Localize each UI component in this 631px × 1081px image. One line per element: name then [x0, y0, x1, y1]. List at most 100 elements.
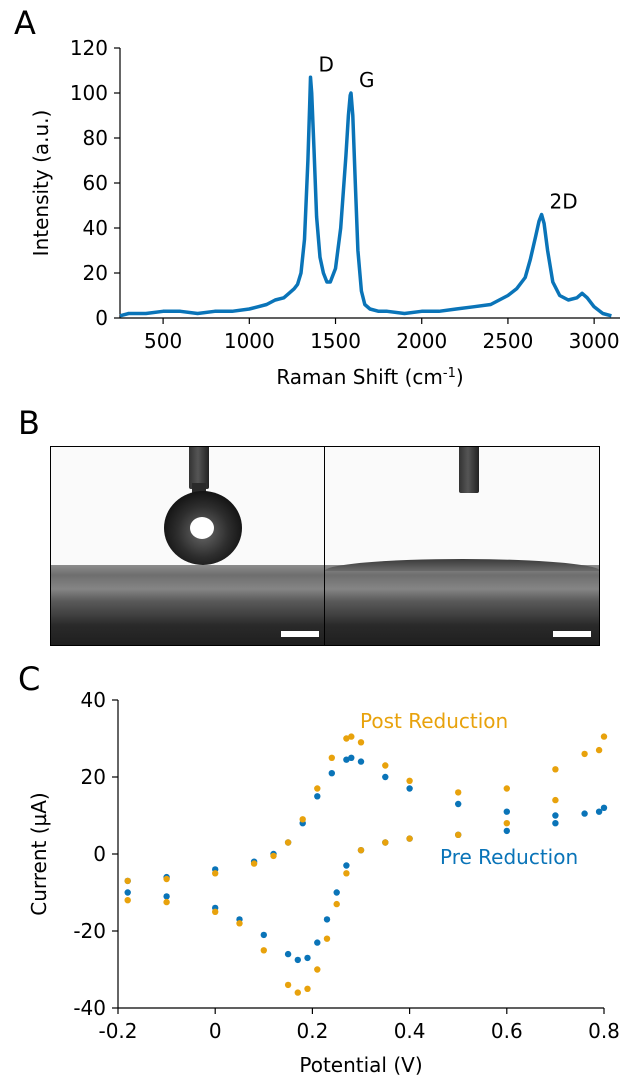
legend-post-reduction: Post Reduction — [360, 709, 508, 733]
cv-point-pre — [552, 812, 559, 819]
cv-point-post — [314, 785, 321, 792]
y-axis-label: Intensity (a.u.) — [29, 110, 53, 257]
y-tick-label: 60 — [83, 171, 108, 195]
cv-point-post — [212, 908, 219, 915]
cv-point-post — [314, 966, 321, 973]
spread-water-film — [325, 559, 599, 571]
scale-bar — [553, 631, 591, 637]
y-tick-label: 40 — [81, 688, 106, 712]
cv-point-pre — [406, 785, 413, 792]
cv-point-pre — [455, 800, 462, 808]
y-tick-label: 20 — [83, 261, 108, 285]
x-axis-label: Raman Shift (cm-1) — [276, 365, 463, 389]
syringe-needle — [189, 447, 209, 489]
x-tick-label: 0.8 — [588, 1019, 620, 1043]
y-axis-label: Current (µA) — [27, 792, 51, 916]
x-tick-label: 3000 — [569, 329, 620, 353]
cv-point-post — [455, 789, 462, 796]
cv-point-post — [250, 860, 258, 867]
x-tick-label: 1500 — [310, 329, 361, 353]
cv-point-pre — [503, 827, 510, 835]
cv-point-post — [343, 870, 350, 877]
x-axis-label: Potential (V) — [299, 1053, 422, 1077]
panel-label-b: B — [18, 404, 40, 442]
y-tick-label: 20 — [81, 765, 106, 789]
cv-point-post — [503, 820, 510, 827]
cv-point-post — [552, 766, 559, 773]
substrate-surface — [51, 565, 324, 645]
panel-label-a: A — [14, 4, 36, 42]
y-tick-label: 0 — [95, 306, 108, 330]
cv-point-post — [595, 746, 603, 754]
cv-point-post — [348, 733, 355, 740]
cv-point-post — [455, 831, 462, 838]
x-axis-label-end: ) — [456, 365, 464, 389]
cv-point-pre — [595, 808, 603, 815]
cv-point-pre — [357, 758, 365, 765]
cv-point-post — [212, 870, 219, 877]
cv-point-post — [382, 762, 389, 769]
cv-point-pre — [343, 862, 350, 869]
cv-point-post — [503, 785, 510, 792]
cv-point-post — [357, 847, 365, 854]
syringe-needle — [459, 447, 479, 493]
x-tick-label: 0.2 — [296, 1019, 328, 1043]
peak-label: G — [359, 68, 375, 92]
cv-point-pre — [260, 931, 267, 939]
y-tick-label: -20 — [73, 919, 106, 943]
x-tick-label: 0.6 — [491, 1019, 523, 1043]
cv-point-pre — [600, 804, 608, 811]
cv-point-pre — [323, 916, 331, 923]
cv-point-pre — [328, 770, 335, 777]
droplet-frame-left — [51, 447, 325, 645]
x-axis-label-text: Raman Shift (cm — [276, 365, 443, 389]
y-tick-label: 40 — [83, 216, 108, 240]
y-tick-label: 80 — [83, 126, 108, 150]
cv-point-pre — [503, 808, 510, 815]
cv-point-pre — [333, 889, 340, 896]
cv-point-post — [284, 839, 292, 846]
cv-point-pre — [124, 889, 131, 896]
raman-spectrum-chart: 0 20 40 60 80 100 120 500 1000 1500 2000 2500 3000 D G… — [29, 36, 620, 389]
scale-bar — [281, 631, 319, 637]
cv-point-post — [581, 750, 588, 758]
cv-point-pre — [284, 950, 292, 958]
cv-point-post — [333, 900, 340, 908]
cv-point-post — [236, 920, 243, 927]
cyclic-voltammetry-chart: -40 -20 0 20 40 -0.2 0 0.2 0.4 0.6 0.8 Post Reducti… — [27, 688, 620, 1077]
cv-point-pre — [304, 954, 311, 962]
peak-label: D — [319, 52, 334, 76]
raman-series-line — [119, 75, 612, 318]
x-tick-label: 2500 — [482, 329, 533, 353]
panel-label-c: C — [18, 660, 41, 698]
contact-angle-images — [50, 446, 600, 646]
cv-point-pre — [314, 793, 321, 800]
cv-point-post — [328, 754, 335, 761]
cv-point-post — [406, 777, 413, 784]
cv-point-post — [294, 989, 301, 996]
y-tick-label: 100 — [70, 81, 108, 105]
cv-point-post — [270, 852, 277, 860]
legend-pre-reduction: Pre Reduction — [440, 845, 578, 869]
cv-point-pre — [163, 893, 170, 900]
cv-point-pre — [382, 773, 389, 781]
cv-point-post — [163, 898, 170, 906]
cv-point-post — [343, 735, 350, 742]
x-tick-label: 500 — [144, 329, 182, 353]
cv-point-post — [299, 816, 306, 823]
x-tick-label: 0.4 — [394, 1019, 426, 1043]
x-tick-label: 2000 — [396, 329, 447, 353]
cv-point-post — [406, 835, 413, 842]
x-axis-label-sup: -1 — [443, 366, 456, 381]
cv-point-pre — [581, 810, 588, 817]
y-tick-label: 0 — [93, 842, 106, 866]
cv-point-post — [124, 877, 131, 885]
cv-point-pre — [552, 820, 559, 827]
cv-point-pre — [343, 756, 350, 763]
x-tick-label: 0 — [209, 1019, 222, 1043]
cv-point-post — [260, 947, 267, 954]
cv-point-post — [304, 985, 311, 992]
peak-label: 2D — [550, 190, 578, 214]
y-tick-label: -40 — [73, 996, 106, 1020]
droplet-frame-right — [325, 447, 599, 645]
